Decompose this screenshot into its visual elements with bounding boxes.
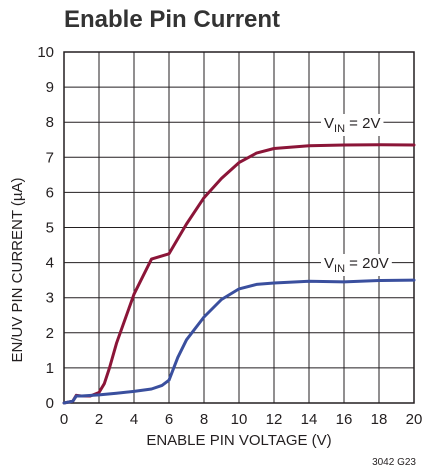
x-tick-label: 4 — [130, 411, 138, 428]
y-tick-labels: 0 1 2 3 4 5 6 7 8 9 10 — [37, 44, 54, 412]
y-axis-label: EN/UV PIN CURRENT (µA) — [9, 177, 26, 362]
plot-frame — [63, 51, 415, 404]
y-tick-label: 9 — [46, 79, 54, 96]
grid — [63, 51, 415, 404]
series-label-vin2-main: V — [324, 115, 334, 132]
series-lines — [62, 143, 416, 405]
x-tick-label: 16 — [336, 411, 353, 428]
x-tick-label: 2 — [95, 411, 103, 428]
x-tick-labels: 0 2 4 6 8 10 12 14 16 18 20 — [60, 411, 423, 428]
y-tick-label: 8 — [46, 114, 54, 131]
x-tick-label: 6 — [165, 411, 173, 428]
x-tick-label: 10 — [231, 411, 248, 428]
x-tick-label: 20 — [406, 411, 423, 428]
series-label-vin2: VIN = 2V — [324, 115, 380, 135]
y-tick-label: 1 — [46, 360, 54, 377]
x-tick-label: 18 — [371, 411, 388, 428]
x-tick-label: 14 — [301, 411, 318, 428]
y-tick-label: 10 — [37, 44, 54, 61]
series-label-vin20-main: V — [324, 255, 334, 272]
y-tick-label: 3 — [46, 290, 54, 307]
series-label-vin2-rest: = 2V — [345, 115, 380, 132]
x-tick-label: 12 — [266, 411, 283, 428]
figure-id-footnote: 3042 G23 — [372, 457, 416, 468]
chart-title: Enable Pin Current — [64, 6, 281, 33]
series-label-vin20-sub: IN — [334, 263, 345, 275]
y-tick-label: 6 — [46, 184, 54, 201]
y-tick-label: 4 — [46, 255, 54, 272]
series-label-vin2-sub: IN — [334, 123, 345, 135]
x-axis-label: ENABLE PIN VOLTAGE (V) — [146, 432, 331, 449]
series-label-vin20-rest: = 20V — [345, 255, 389, 272]
series-label-vin20: VIN = 20V — [324, 255, 389, 275]
y-tick-label: 7 — [46, 149, 54, 166]
series-label-bg-vin2 — [321, 114, 384, 136]
y-tick-label: 0 — [46, 395, 54, 412]
x-tick-label: 0 — [60, 411, 68, 428]
series-line-vin20 — [62, 278, 416, 405]
series-label-bg-vin20 — [321, 254, 392, 276]
y-tick-label: 2 — [46, 325, 54, 342]
y-tick-label: 5 — [46, 220, 54, 237]
x-tick-label: 8 — [200, 411, 208, 428]
